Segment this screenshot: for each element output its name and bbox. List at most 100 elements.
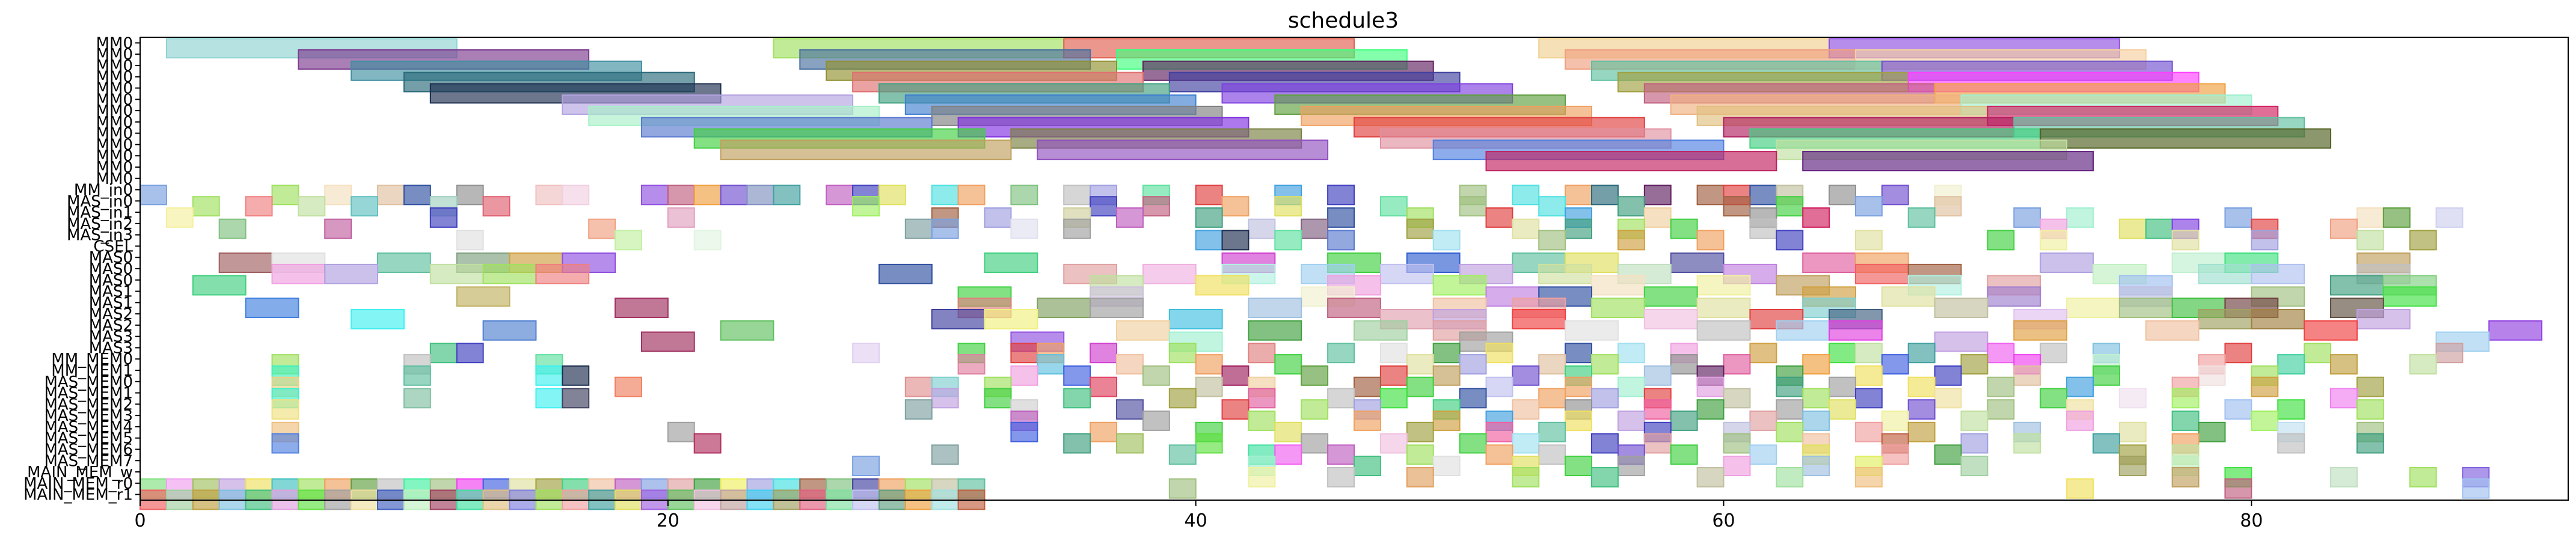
task-bar [535, 388, 563, 409]
task-bar [2040, 388, 2068, 409]
y-tick-label: MAS_MEM0 [44, 373, 133, 391]
task-bar [2330, 466, 2358, 488]
task-bar [1221, 196, 1250, 217]
task-bar [1142, 411, 1170, 431]
task-bar [1960, 411, 1989, 431]
task-bar [2093, 433, 2120, 454]
task-bar [931, 444, 959, 465]
task-bar [1485, 343, 1513, 364]
task-bar [1168, 478, 1197, 499]
task-bar [1829, 376, 1856, 397]
task-bar [1379, 388, 1408, 409]
task-bar [1696, 399, 1725, 420]
task-bar [1907, 421, 1936, 442]
task-bar [2382, 286, 2437, 307]
y-tick-label: MAIN_MEM_r1 [23, 486, 133, 504]
task-bar [1116, 207, 1144, 228]
task-bar [2304, 343, 2332, 364]
task-bar [2066, 298, 2120, 319]
task-bar [1776, 466, 1804, 488]
task-bar [2118, 298, 2173, 319]
task-bar [429, 207, 458, 228]
task-bar [324, 218, 352, 239]
y-tick-label: MAS_in3 [67, 227, 133, 245]
y-tick-label: MM_MEM1 [51, 362, 133, 380]
task-bar [1195, 433, 1223, 454]
task-bar [140, 185, 167, 206]
task-bar [1881, 444, 1909, 465]
task-bar [535, 263, 590, 284]
task-bar [1907, 207, 1936, 228]
task-bar [1195, 354, 1223, 374]
task-bar [218, 252, 273, 274]
task-bar [1696, 376, 1725, 397]
task-bar [2171, 411, 2200, 431]
task-bar [1591, 298, 1645, 319]
task-bar [562, 365, 590, 386]
task-bar [1538, 230, 1566, 251]
task-bar [1168, 343, 1197, 364]
task-bar [192, 275, 247, 296]
task-bar [1274, 444, 1302, 465]
y-tick-label: MAS2 [89, 317, 133, 335]
y-axis-labels: MM0MM0MM0MM0MM0MM0MM0MM0MM0MM0MM0MM0MM0M… [23, 34, 140, 504]
task-bar [2277, 433, 2305, 454]
task-bar [1248, 320, 1302, 341]
y-tick-label: MM0 [96, 159, 133, 177]
task-bar [1987, 286, 2041, 307]
task-bar [2304, 320, 2358, 341]
task-bar [1565, 218, 1593, 239]
task-bar [1379, 263, 1434, 284]
task-bar [2488, 320, 2543, 341]
task-bar [1617, 376, 1645, 397]
task-bar [2118, 421, 2147, 442]
task-bar [1854, 263, 1909, 284]
task-bar [2013, 207, 2041, 228]
task-bar [1379, 433, 1408, 454]
task-bar [2224, 399, 2252, 420]
task-bar [1327, 207, 1355, 228]
task-bar [1248, 388, 1276, 409]
task-bar [1142, 196, 1170, 217]
task-bar [2198, 421, 2226, 442]
task-bar [1432, 411, 1461, 431]
task-bar [1934, 298, 1989, 319]
task-bar [1406, 218, 1434, 239]
task-bar [2330, 354, 2358, 374]
task-bar [2171, 466, 2200, 488]
task-bar [1643, 286, 1698, 307]
task-bar [1749, 343, 1777, 364]
task-bar [1432, 343, 1461, 364]
task-bar [2171, 388, 2200, 409]
task-bar [1432, 365, 1461, 386]
task-bar [1670, 444, 1698, 465]
task-bar [1037, 298, 1091, 319]
task-bar [1960, 354, 1989, 374]
task-bar [773, 185, 801, 206]
task-bar [984, 309, 1038, 329]
task-bar [720, 320, 774, 341]
task-bar [1696, 298, 1751, 319]
task-bar [1749, 444, 1777, 465]
task-bar [1881, 185, 1909, 206]
task-bar [879, 263, 933, 284]
task-bar [1010, 365, 1038, 386]
task-bar [1854, 196, 1883, 217]
task-bar [1829, 343, 1856, 364]
task-bar [1802, 411, 1830, 431]
task-bar [429, 343, 458, 364]
task-bar [1565, 456, 1593, 476]
task-bar [931, 309, 986, 329]
task-bar [1063, 388, 1091, 409]
task-bar [852, 196, 880, 217]
task-bar [1195, 185, 1223, 206]
task-bar [1248, 466, 1276, 488]
task-bar [1802, 388, 1830, 409]
task-bar [1485, 444, 1513, 465]
task-bar [720, 139, 1012, 160]
task-bar [1221, 230, 1250, 251]
task-bar [165, 207, 194, 228]
task-bar [1512, 185, 1540, 206]
task-bar [984, 388, 1012, 409]
